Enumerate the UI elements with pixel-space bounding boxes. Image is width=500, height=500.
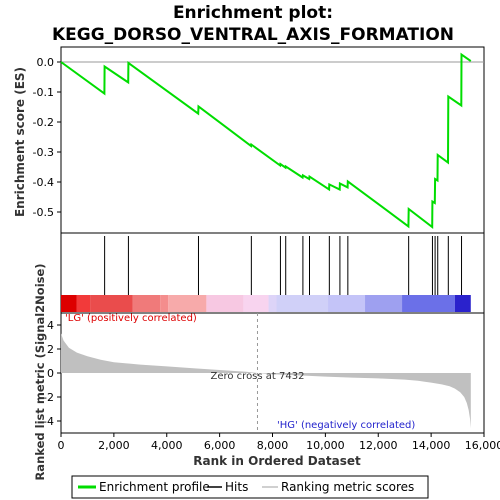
x-tick-label: 6,000 bbox=[204, 439, 236, 452]
color-bar-segment bbox=[160, 295, 169, 312]
es-y-tick-label: -0.1 bbox=[33, 86, 54, 99]
es-y-tick-label: -0.3 bbox=[33, 146, 54, 159]
metric-y-axis-label: Ranked list metric (Signal2Noise) bbox=[33, 263, 47, 480]
x-tick-label: 10,000 bbox=[306, 439, 345, 452]
color-bar-segment bbox=[76, 295, 91, 312]
color-bar-segment bbox=[90, 295, 133, 312]
x-tick-label: 4,000 bbox=[151, 439, 183, 452]
metric-y-tick-label: 0 bbox=[47, 367, 54, 380]
negative-correlation-label: 'HG' (negatively correlated) bbox=[277, 420, 415, 431]
metric-panel: Zero cross at 7432 'LG' (positively corr… bbox=[43, 312, 500, 452]
color-bar-segment bbox=[206, 295, 244, 312]
metric-y-tick-label: 4 bbox=[47, 319, 54, 332]
legend-metric-label: Ranking metric scores bbox=[281, 480, 414, 494]
es-y-axis-label: Enrichment score (ES) bbox=[13, 67, 27, 217]
es-y-tick-label: 0.0 bbox=[37, 56, 55, 69]
enrichment-profile-line bbox=[60, 52, 472, 230]
x-axis-label: Rank in Ordered Dataset bbox=[193, 454, 361, 468]
es-y-tick-label: -0.4 bbox=[33, 176, 54, 189]
color-bar-segment bbox=[402, 295, 455, 312]
color-bar-segment bbox=[365, 295, 403, 312]
x-tick-label: 12,000 bbox=[359, 439, 398, 452]
color-bar-segment bbox=[268, 295, 277, 312]
color-bar-segment bbox=[243, 295, 269, 312]
chart-title-line2: KEGG_DORSO_VENTRAL_AXIS_FORMATION bbox=[52, 25, 454, 45]
hits-panel bbox=[60, 232, 485, 314]
x-tick-label: 0 bbox=[58, 439, 65, 452]
color-bar-segment bbox=[168, 295, 207, 312]
legend-frame bbox=[71, 475, 429, 499]
color-bar-segment bbox=[328, 295, 366, 312]
es-panel: 0.0 -0.1 -0.2 -0.3 -0.4 -0.5 bbox=[33, 46, 485, 234]
color-bar-segment bbox=[61, 295, 77, 312]
legend: Enrichment profile Hits Ranking metric s… bbox=[71, 475, 429, 499]
metric-y-tick-label: 2 bbox=[47, 343, 54, 356]
color-bar-segment bbox=[276, 295, 329, 312]
metric-y-tick-label: -2 bbox=[43, 391, 54, 404]
color-bar-segment bbox=[132, 295, 134, 312]
chart-title-line1: Enrichment plot: bbox=[173, 3, 333, 23]
x-tick-label: 2,000 bbox=[98, 439, 130, 452]
x-tick-label: 16,000 bbox=[465, 439, 500, 452]
zero-cross-label: Zero cross at 7432 bbox=[210, 371, 304, 382]
positive-correlation-label: 'LG' (positively correlated) bbox=[65, 313, 197, 324]
es-y-tick-label: -0.5 bbox=[33, 206, 54, 219]
es-panel-frame bbox=[60, 46, 485, 234]
metric-y-tick-label: -4 bbox=[43, 415, 54, 428]
es-y-tick-label: -0.2 bbox=[33, 116, 54, 129]
legend-hits-label: Hits bbox=[225, 480, 248, 494]
x-tick-label: 14,000 bbox=[412, 439, 451, 452]
legend-profile-label: Enrichment profile bbox=[99, 480, 210, 494]
x-tick-label: 8,000 bbox=[257, 439, 289, 452]
color-bar-segment bbox=[133, 295, 161, 312]
color-bar-segment bbox=[454, 295, 471, 312]
